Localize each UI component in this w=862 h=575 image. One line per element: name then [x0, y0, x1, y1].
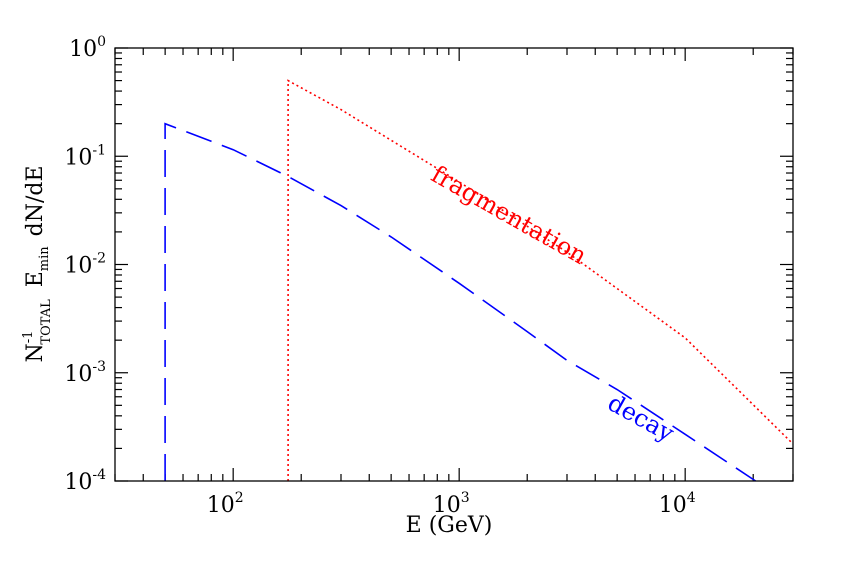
x-axis-title: E (GeV) [406, 513, 493, 538]
y-axis-title-mid: E [23, 271, 48, 287]
y-tick-label-exp: -3 [92, 359, 106, 375]
x-tick-label-base: 10 [207, 493, 235, 518]
annotation-decay: decay [603, 389, 679, 448]
y-tick-label-base: 10 [64, 470, 92, 495]
y-tick-label-exp: -4 [92, 467, 106, 483]
x-tick-label-base: 10 [433, 493, 461, 518]
y-tick-label: 10-4 [64, 467, 106, 495]
y-tick-label-exp: -2 [92, 251, 106, 267]
x-tick-label-exp: 4 [687, 490, 696, 506]
y-tick-label-exp: 0 [97, 34, 106, 50]
series-group [164, 79, 794, 482]
y-tick-label: 10-1 [64, 142, 106, 170]
series-fragmentation [287, 79, 794, 481]
y-axis-title-prefix-sup: -1 [21, 331, 36, 344]
y-tick-label-base: 10 [64, 362, 92, 387]
y-tick-label-base: 10 [64, 254, 92, 279]
annotation-fragmentation: fragmentation [426, 160, 591, 270]
x-tick-label-exp: 3 [461, 490, 470, 506]
series-decay [164, 122, 757, 482]
y-tick-label: 10-2 [64, 251, 106, 279]
y-tick-label-base: 10 [64, 145, 92, 170]
axis-ticks [114, 47, 794, 482]
y-tick-label: 100 [69, 34, 106, 62]
x-tick-label-exp: 2 [235, 490, 244, 506]
x-tick-label: 104 [659, 490, 696, 518]
y-tick-label-base: 10 [69, 37, 97, 62]
y-axis-title-prefix-sub: TOTAL [39, 299, 54, 345]
x-tick-label: 103 [433, 490, 470, 518]
y-axis-title-prefix: N [23, 343, 48, 362]
x-tick-label-base: 10 [659, 493, 687, 518]
y-axis-title-suffix: dN/dE [23, 165, 48, 236]
y-tick-label-exp: -1 [92, 142, 106, 158]
y-axis-title: N-1 TOTAL Emin dN/dE [21, 165, 54, 362]
y-tick-label: 10-3 [64, 359, 106, 387]
y-axis-title-mid-sub: min [37, 246, 52, 271]
x-tick-label: 102 [207, 490, 244, 518]
plot-frame [114, 47, 794, 482]
